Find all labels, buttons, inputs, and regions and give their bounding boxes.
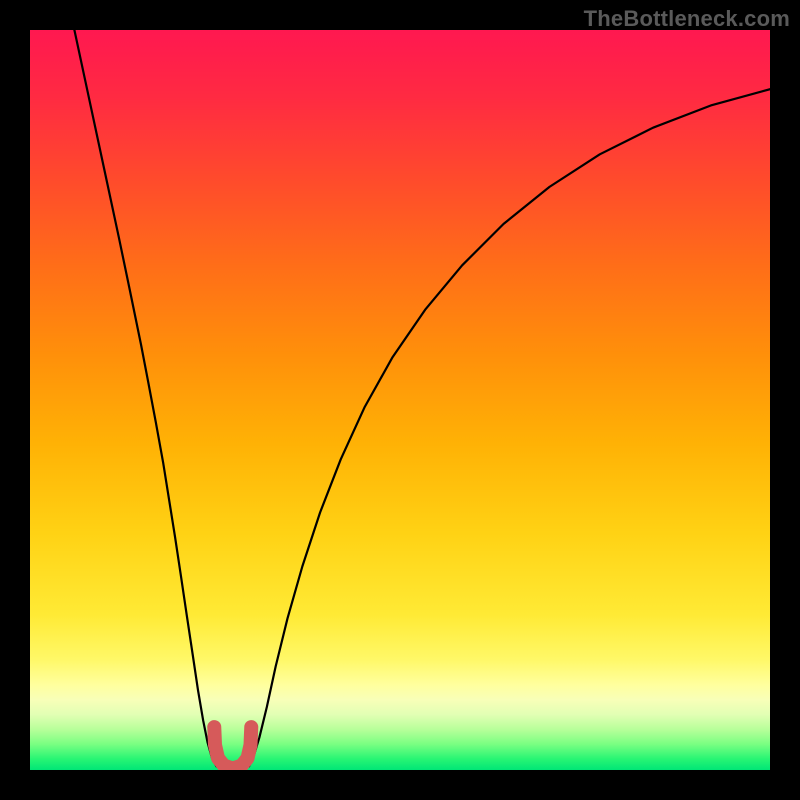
watermark-text: TheBottleneck.com <box>584 6 790 32</box>
plot-svg <box>30 30 770 770</box>
plot-area <box>30 30 770 770</box>
chart-frame: TheBottleneck.com <box>0 0 800 800</box>
gradient-background <box>30 30 770 770</box>
